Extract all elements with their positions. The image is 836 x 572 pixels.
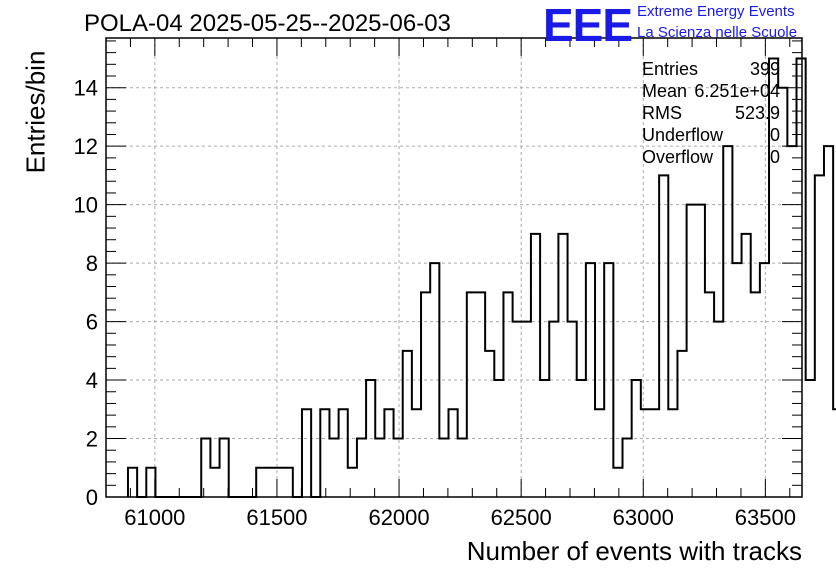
stats-box: Entries 399 Mean 6.251e+04 RMS 523.9 Und…: [642, 58, 780, 168]
stats-label: Overflow: [642, 147, 714, 167]
stats-label: Entries: [642, 59, 699, 79]
y-tick-label: 2: [86, 427, 98, 452]
y-tick-label: 10: [74, 193, 98, 218]
y-tick-label: 14: [74, 76, 98, 101]
stats-row-entries: Entries 399: [642, 58, 780, 80]
stats-value: 399: [749, 59, 780, 79]
y-tick-label: 12: [74, 134, 98, 159]
logo-line-1: Extreme Energy Events: [637, 3, 795, 20]
eee-logo: EEE: [543, 0, 633, 51]
y-axis-label: Entries/bin: [20, 50, 51, 174]
x-tick-label: 62000: [368, 505, 429, 530]
stats-value: 0: [769, 147, 780, 167]
plot-frame: [105, 37, 803, 498]
y-tick-label: 8: [86, 251, 98, 276]
x-axis-label: Number of events with tracks: [466, 536, 802, 566]
x-tick-label: 61500: [246, 505, 307, 530]
y-tick-label: 0: [86, 485, 98, 510]
axis-ticks: [105, 38, 802, 498]
x-tick-label: 63000: [613, 505, 674, 530]
x-tick-label: 62500: [491, 505, 552, 530]
stats-row-underflow: Underflow 0: [642, 124, 780, 146]
stats-value: 6.251e+04: [694, 81, 780, 101]
stats-label: Mean: [642, 81, 688, 101]
stats-value: 523.9: [734, 103, 780, 123]
y-tick-label: 6: [86, 310, 98, 335]
logo-line-2: La Scienza nelle Scuole: [637, 24, 798, 41]
x-tick-label: 61000: [124, 505, 185, 530]
stats-label: Underflow: [642, 125, 724, 145]
y-tick-label: 4: [86, 368, 98, 393]
stats-row-overflow: Overflow 0: [642, 146, 780, 168]
stats-label: RMS: [642, 103, 682, 123]
stats-row-rms: RMS 523.9: [642, 102, 780, 124]
stats-row-mean: Mean 6.251e+04: [642, 80, 780, 102]
tick-labels: 61000 61500 62000 62500 63000 63500 0 2 4 6 8 10 12 1…: [74, 76, 796, 530]
x-tick-label: 63500: [735, 505, 796, 530]
chart-title: POLA-04 2025-05-25--2025-06-03: [84, 10, 451, 37]
stats-value: 0: [769, 125, 780, 145]
